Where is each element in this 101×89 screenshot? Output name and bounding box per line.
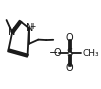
Text: O: O bbox=[66, 63, 73, 73]
Text: S: S bbox=[66, 48, 73, 58]
Text: +: + bbox=[30, 22, 36, 31]
Text: −: − bbox=[49, 48, 58, 58]
Text: O: O bbox=[66, 33, 73, 43]
Text: N: N bbox=[7, 28, 15, 37]
Text: CH₃: CH₃ bbox=[83, 49, 99, 58]
Text: O: O bbox=[54, 48, 61, 58]
Text: N: N bbox=[26, 23, 34, 33]
